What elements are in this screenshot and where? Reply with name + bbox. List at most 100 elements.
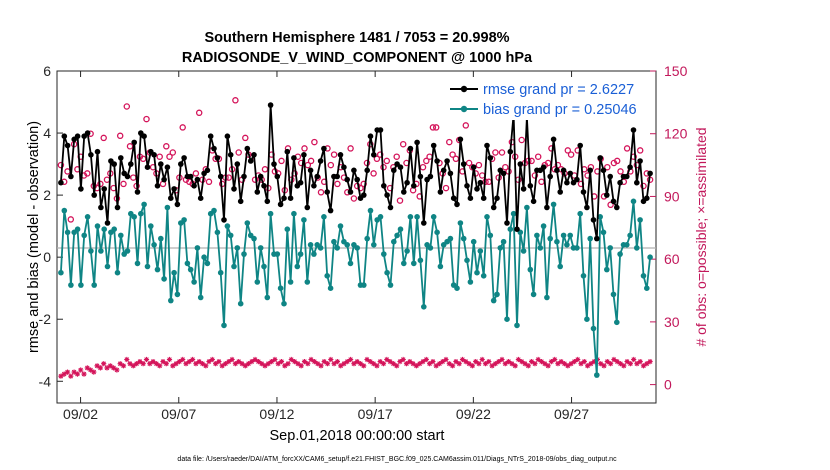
possible-obs-point: [604, 163, 611, 171]
bias-point: [201, 254, 207, 260]
assimilated-obs-point: [463, 359, 469, 365]
possible-obs-point: [57, 161, 65, 169]
rmse-point: [194, 176, 201, 183]
possible-obs-point: [452, 155, 460, 163]
rmse-point: [647, 170, 653, 177]
rmse-point: [347, 189, 354, 195]
assimilated-obs-point: [298, 363, 304, 369]
bias-point: [411, 260, 417, 267]
bias-point: [274, 251, 281, 257]
bias-point: [447, 235, 454, 242]
assimilated-obs-point: [334, 359, 340, 365]
rmse-point: [417, 173, 424, 180]
assimilated-obs-point: [78, 367, 84, 373]
assimilated-obs-point: [443, 356, 449, 363]
assimilated-obs-point: [117, 361, 123, 367]
rmse-point: [504, 220, 510, 226]
assimilated-obs-point: [585, 363, 591, 369]
possible-obs-point: [492, 149, 499, 156]
assimilated-obs-point: [614, 359, 620, 365]
bias-point: [590, 325, 597, 332]
bias-point: [124, 248, 131, 254]
rmse-point: [421, 220, 427, 226]
rmse-point: [514, 226, 520, 232]
rmse-line: [60, 104, 651, 240]
possible-obs-point: [370, 170, 377, 177]
assimilated-obs-point: [469, 363, 475, 369]
assimilated-obs-point: [58, 373, 64, 379]
bias-point: [527, 266, 534, 273]
rmse-point: [484, 142, 490, 149]
bias-point: [264, 294, 271, 301]
bias-point: [594, 372, 600, 378]
bias-point: [221, 322, 227, 329]
assimilated-obs-point: [295, 361, 301, 367]
assimilated-obs-point: [153, 361, 159, 367]
assimilated-obs-point: [558, 359, 564, 365]
possible-obs-point: [235, 149, 242, 156]
assimilated-obs-point: [193, 361, 199, 367]
rmse-point: [361, 192, 367, 198]
assimilated-obs-point: [644, 361, 650, 367]
bias-point: [610, 291, 617, 298]
assimilated-obs-point: [367, 359, 373, 365]
y-tick-label-left: -2: [39, 311, 52, 327]
rmse-point: [387, 204, 394, 211]
bias-point: [154, 266, 161, 273]
assimilated-obs-point: [377, 359, 383, 365]
assimilated-obs-point: [522, 361, 528, 367]
assimilated-obs-point: [305, 361, 311, 367]
bias-point: [381, 251, 387, 257]
possible-obs-point: [123, 103, 131, 110]
assimilated-obs-point: [130, 363, 136, 369]
assimilated-obs-point: [482, 361, 489, 367]
assimilated-obs-point: [124, 356, 130, 363]
rmse-point: [337, 152, 344, 158]
assimilated-obs-point: [328, 356, 334, 363]
possible-obs-point: [429, 124, 437, 131]
bias-point: [334, 245, 341, 251]
assimilated-obs-point: [166, 356, 173, 363]
rmse-point: [527, 183, 534, 189]
rmse-point: [304, 204, 311, 211]
bias-point: [214, 229, 221, 236]
assimilated-obs-point: [341, 361, 347, 367]
assimilated-obs-point: [525, 363, 531, 369]
rmse-point: [321, 145, 327, 152]
y-tick-label-left: 0: [43, 249, 51, 265]
assimilated-obs-point: [476, 361, 482, 367]
bias-point: [470, 238, 477, 245]
rmse-point: [227, 152, 234, 158]
assimilated-obs-point: [611, 356, 617, 363]
rmse-point: [584, 204, 590, 211]
bias-point: [158, 235, 164, 242]
rmse-point: [401, 189, 407, 195]
possible-obs-point: [383, 157, 391, 165]
rmse-point: [560, 167, 567, 174]
bias-point: [84, 214, 91, 220]
bias-point: [554, 238, 560, 245]
possible-obs-point: [156, 153, 163, 160]
bias-point: [500, 238, 507, 245]
bias-point: [474, 269, 480, 276]
bias-point: [171, 269, 177, 276]
assimilated-obs-point: [459, 356, 466, 363]
legend-rmse-marker: [460, 85, 468, 93]
rmse-point: [604, 192, 610, 198]
rmse-point: [520, 186, 527, 192]
assimilated-obs-point: [278, 359, 285, 365]
bias-point: [294, 263, 301, 270]
x-tick-label: 09/17: [358, 406, 393, 422]
bias-point: [587, 235, 593, 242]
bias-point: [324, 273, 331, 279]
possible-obs-point: [301, 145, 308, 152]
assimilated-obs-point: [552, 356, 558, 363]
assimilated-obs-point: [466, 361, 472, 367]
possible-obs-point: [116, 132, 124, 140]
bias-point: [327, 285, 334, 292]
rmse-point: [564, 179, 570, 186]
rmse-point: [241, 173, 247, 180]
bias-point: [644, 285, 650, 292]
rmse-point: [191, 183, 197, 189]
assimilated-obs-point: [114, 367, 120, 373]
